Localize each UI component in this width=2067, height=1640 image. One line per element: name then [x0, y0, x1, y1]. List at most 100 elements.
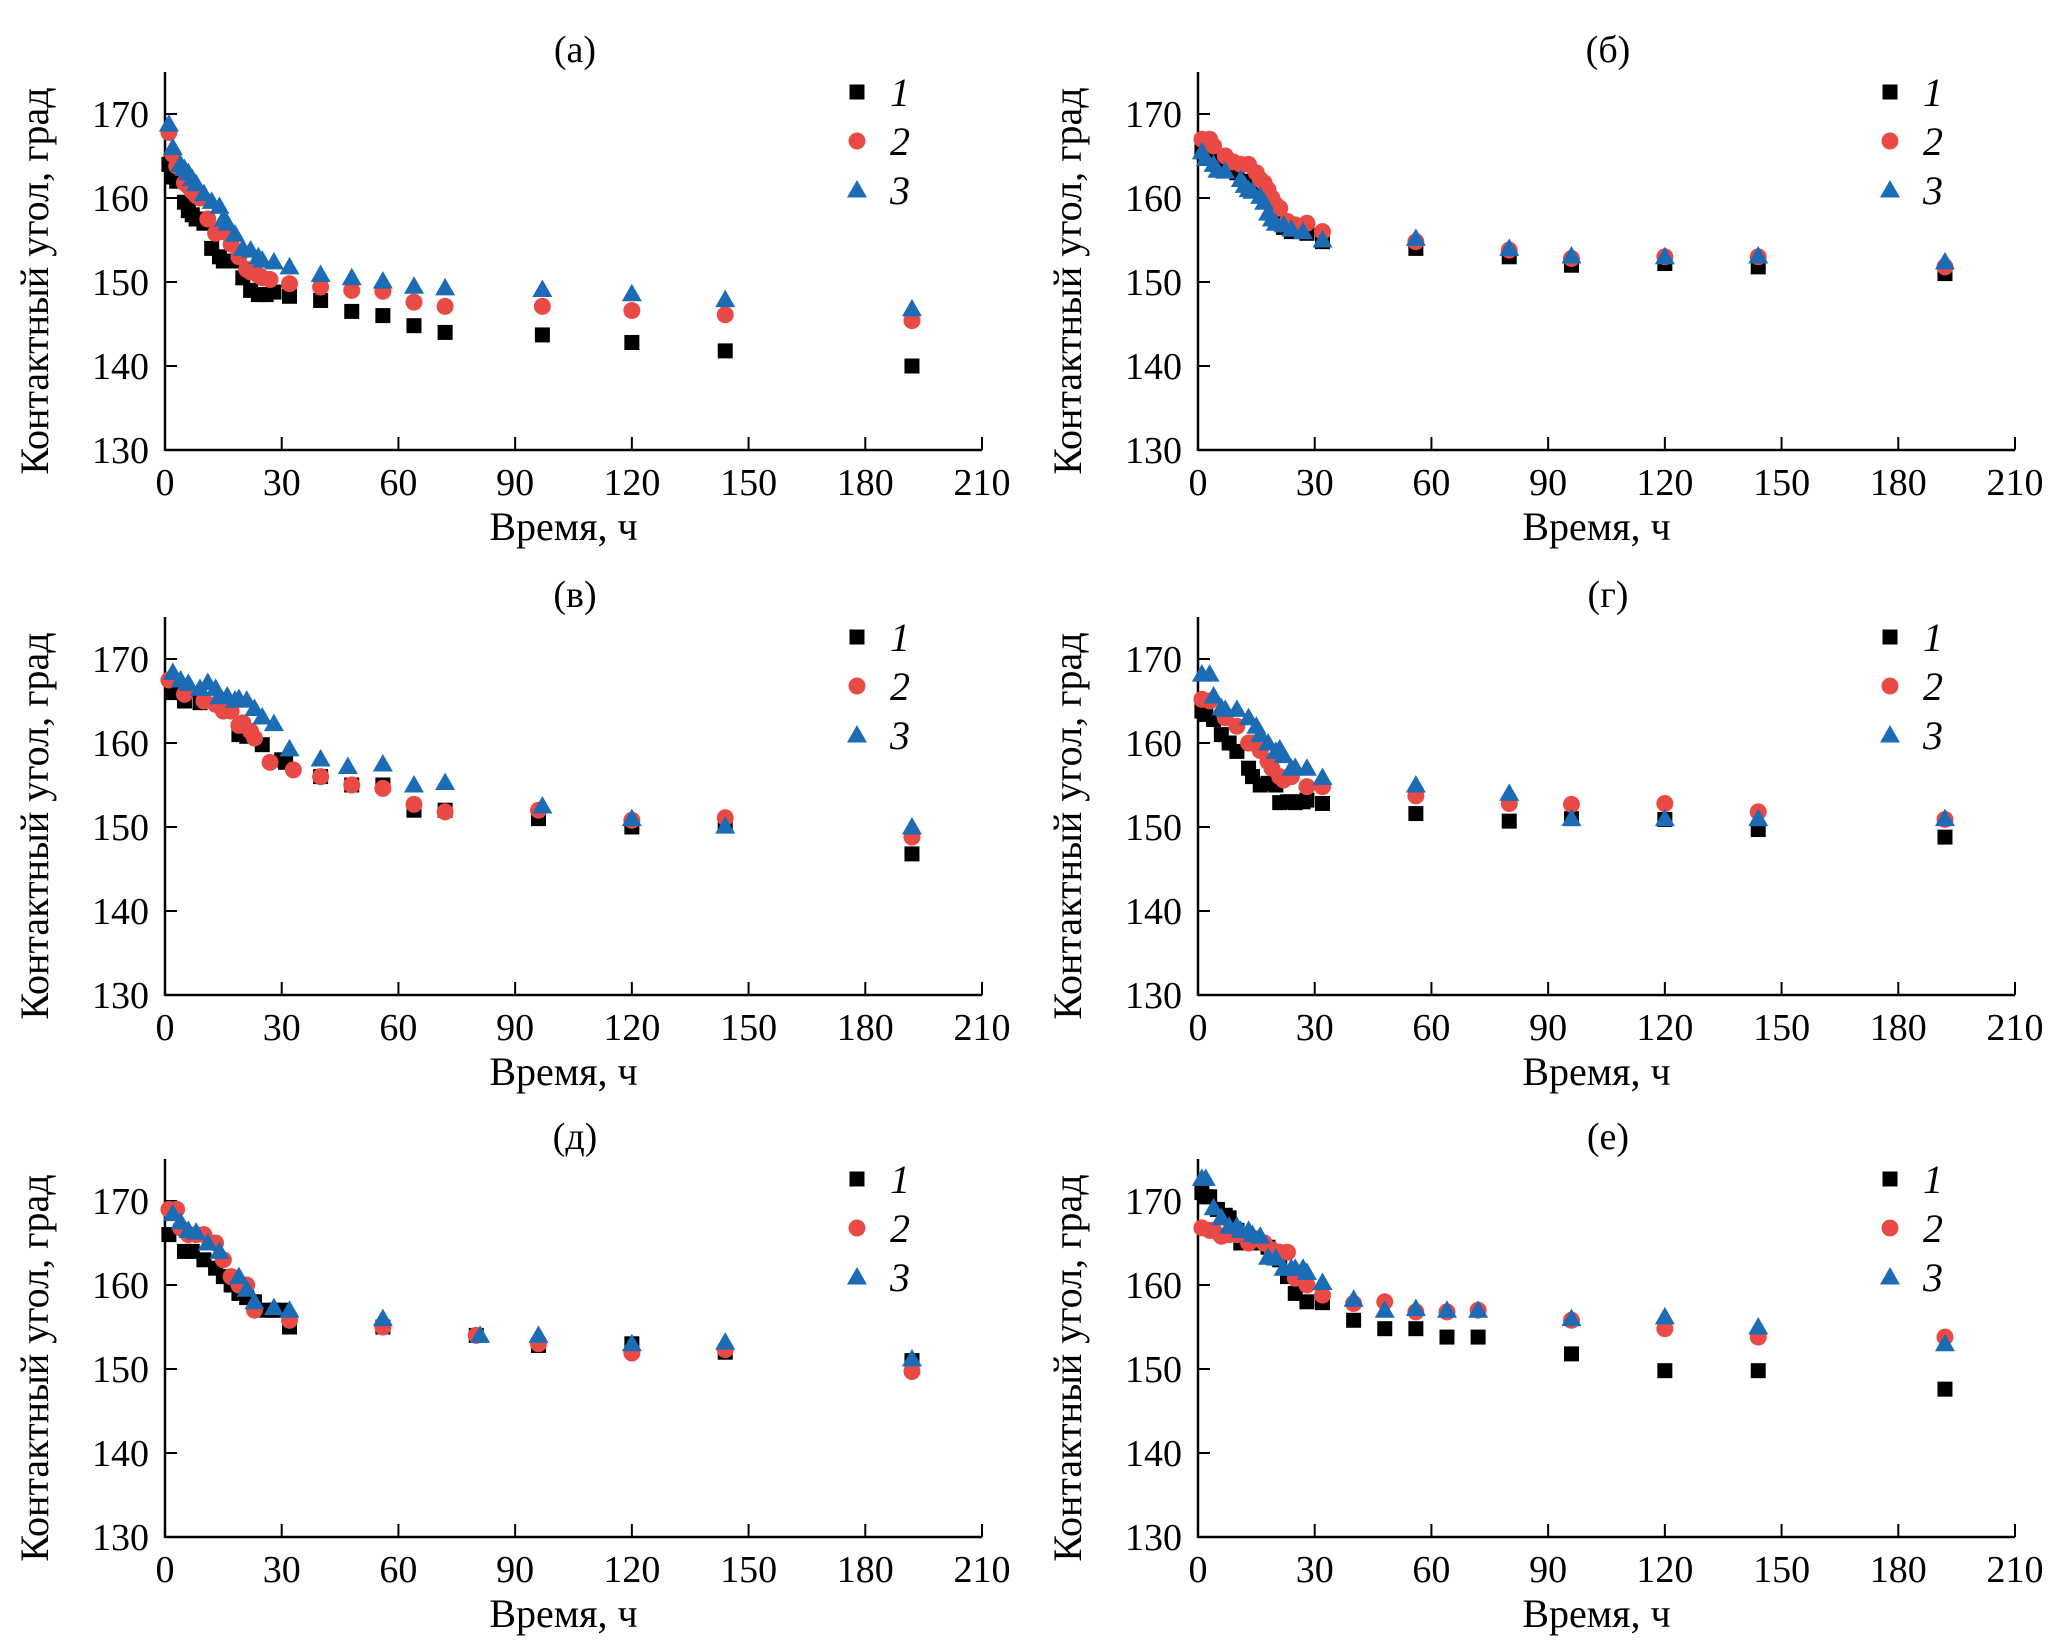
data-point [372, 271, 393, 289]
data-point [624, 334, 640, 350]
y-tick-label: 130 [92, 430, 149, 472]
legend-label-1: 1 [1923, 1157, 1943, 1202]
legend-marker-3 [847, 180, 867, 198]
series-3 [1191, 1168, 1955, 1352]
legend-marker-1 [849, 84, 865, 100]
legend-marker-2 [848, 132, 866, 150]
y-tick-label: 150 [1125, 262, 1182, 304]
data-point [1312, 1272, 1333, 1290]
legend-label-2: 2 [1923, 119, 1943, 164]
x-tick-label: 60 [1412, 1007, 1450, 1049]
data-point [403, 775, 424, 793]
data-point [310, 264, 331, 282]
data-point [1203, 1197, 1224, 1216]
x-tick-label: 210 [954, 1007, 1011, 1049]
data-point [1296, 1262, 1317, 1280]
data-point [1313, 1286, 1331, 1304]
data-point [1271, 199, 1289, 217]
data-point [437, 324, 453, 340]
legend-label-3: 3 [1922, 168, 1943, 213]
x-tick-label: 90 [1529, 1549, 1567, 1591]
data-point [162, 1203, 183, 1222]
legend-label-1: 1 [890, 1157, 910, 1202]
series-3 [1191, 664, 1955, 827]
y-tick-label: 160 [1125, 1265, 1182, 1307]
data-point [405, 795, 423, 813]
legend-label-2: 2 [1923, 664, 1943, 709]
data-point [903, 312, 921, 330]
data-point [435, 277, 456, 296]
legend-label-2: 2 [890, 664, 910, 709]
x-tick-label: 210 [1987, 1007, 2044, 1049]
x-tick-label: 30 [1296, 1007, 1334, 1049]
y-tick-label: 150 [1125, 807, 1182, 849]
data-point [280, 275, 298, 293]
data-point [343, 281, 361, 299]
data-point [1439, 1329, 1455, 1345]
data-point [1937, 1381, 1953, 1397]
panel-title: (б) [1586, 29, 1631, 71]
x-tick-label: 180 [1870, 462, 1927, 504]
legend-marker-2 [1881, 132, 1899, 150]
y-tick-label: 170 [92, 94, 149, 136]
x-tick-label: 120 [603, 1007, 660, 1049]
series-2 [160, 671, 921, 846]
data-point [225, 224, 246, 242]
series-3 [1191, 141, 1955, 270]
data-point [901, 817, 922, 835]
legend-label-1: 1 [1923, 70, 1943, 115]
legend-marker-2 [1881, 677, 1899, 695]
data-point [528, 1325, 549, 1343]
data-point [1312, 767, 1333, 785]
data-point [1934, 1333, 1955, 1352]
y-tick-label: 170 [1125, 1181, 1182, 1223]
y-tick-label: 130 [92, 1517, 149, 1559]
y-tick-label: 160 [1125, 723, 1182, 765]
x-tick-label: 0 [1189, 1549, 1208, 1591]
series-1 [1194, 703, 1953, 845]
data-point [901, 1348, 922, 1367]
data-point [312, 768, 330, 786]
data-point [904, 358, 920, 374]
data-point [623, 302, 641, 320]
data-point [403, 276, 424, 294]
data-point [621, 283, 642, 302]
data-point [1561, 245, 1582, 264]
data-point [715, 1332, 736, 1350]
data-point [717, 343, 733, 359]
legend-label-1: 1 [890, 615, 910, 660]
y-axis-title: Контактный угол, град [1045, 87, 1090, 474]
x-axis-title: Время, ч [1522, 1591, 1670, 1636]
x-tick-label: 210 [954, 1549, 1011, 1591]
y-axis-title: Контактный угол, град [12, 1174, 57, 1561]
data-point [1937, 829, 1953, 845]
data-point [261, 753, 279, 771]
chart-panel-3: 0 30 60 90 120 150 180 210 130 140 150 160 170 Время,… [12, 574, 1011, 1094]
panel-title: (е) [1587, 1116, 1629, 1158]
data-point [904, 846, 920, 862]
data-point [1470, 1329, 1486, 1345]
y-tick-label: 130 [1125, 430, 1182, 472]
legend: 123 [1880, 1157, 1943, 1300]
data-point [186, 173, 207, 192]
x-tick-label: 120 [1636, 1549, 1693, 1591]
y-tick-label: 150 [92, 262, 149, 304]
data-point [470, 1325, 491, 1343]
data-point [621, 1333, 642, 1352]
data-point [1346, 1312, 1362, 1328]
data-point [406, 318, 422, 334]
legend-label-1: 1 [890, 70, 910, 115]
data-point [1408, 1321, 1424, 1337]
legend-label-3: 3 [1922, 1255, 1943, 1300]
data-point [436, 803, 454, 821]
data-point [197, 1233, 218, 1251]
data-point [341, 267, 362, 286]
x-tick-label: 60 [1412, 1549, 1450, 1591]
legend-label-2: 2 [1923, 1206, 1943, 1251]
legend-marker-3 [1880, 180, 1900, 198]
legend-marker-1 [1882, 84, 1898, 100]
x-axis-title: Время, ч [1522, 1049, 1670, 1094]
data-point [1748, 1317, 1769, 1335]
data-point [217, 213, 238, 231]
